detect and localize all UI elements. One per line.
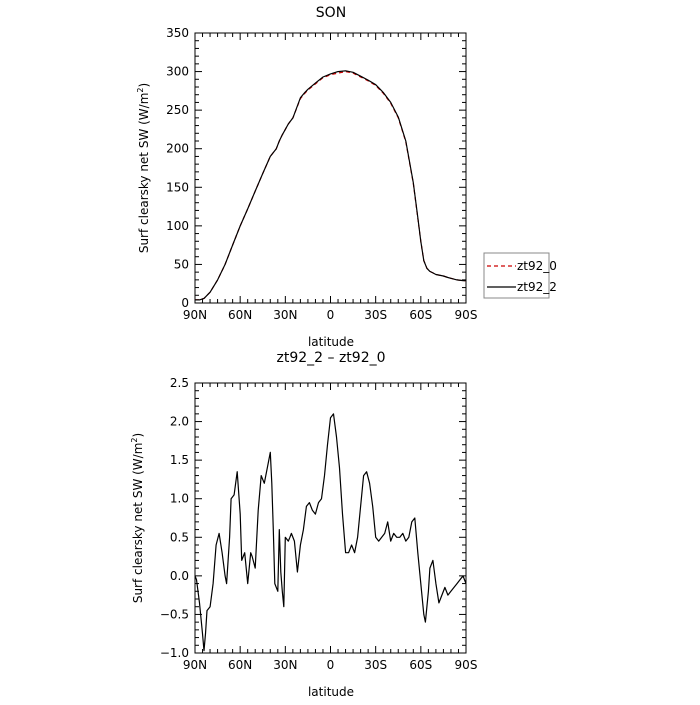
y-tick-label: 1.5 <box>170 453 189 467</box>
y-tick-label: 100 <box>166 219 189 233</box>
y-tick-label: 0 <box>181 296 189 310</box>
bottom-chart-plot-area: 90N 60N 30N 0 30S 60S 90S −1.0 −0.5 0.0 0.5 1.0 1.5 2… <box>160 376 478 672</box>
y-tick-label: 300 <box>166 65 189 79</box>
y-tick-label: 350 <box>166 26 189 40</box>
y-tick-label: 0.5 <box>170 530 189 544</box>
legend-box <box>483 252 550 299</box>
x-tick-label: 0 <box>327 308 335 322</box>
y-tick-label: 2.0 <box>170 415 189 429</box>
x-tick-label: 30S <box>364 658 387 672</box>
top-chart-ylabel: Surf clearsky net SW (W/m2) <box>136 83 151 253</box>
x-tick-label: 90N <box>183 308 207 322</box>
y-tick-label: 200 <box>166 142 189 156</box>
y-tick-label: 50 <box>174 257 189 271</box>
top-chart-ticks: 90N 60N 30N 0 30S 60S 90S 0 50 100 150 200 250 300 350 <box>166 26 477 322</box>
y-tick-label: −1.0 <box>160 646 189 660</box>
x-tick-label: 90N <box>183 658 207 672</box>
x-tick-label: 60N <box>228 308 252 322</box>
x-tick-label: 60S <box>409 658 432 672</box>
legend-label-zt92_2: zt92_2 <box>517 280 557 294</box>
x-tick-label: 30S <box>364 308 387 322</box>
bottom-chart-series <box>194 413 467 652</box>
y-tick-label: 1.0 <box>170 492 189 506</box>
top-chart-xlabel: latitude <box>308 335 354 349</box>
legend-label-zt92_0: zt92_0 <box>517 259 557 273</box>
series-line-zt92_2 <box>195 70 466 301</box>
y-tick-label: 150 <box>166 180 189 194</box>
y-tick-label: 0.0 <box>170 569 189 583</box>
bottom-chart-ylabel: Surf clearsky net SW (W/m2) <box>130 433 145 603</box>
y-tick-label: 250 <box>166 103 189 117</box>
x-tick-label: 30N <box>273 308 297 322</box>
bottom-chart: zt92_2 – zt92_0 90N 60N 30N 0 30S 60S 90S −1.0 −… <box>130 350 477 699</box>
top-chart-title: SON <box>316 5 346 21</box>
series-line-series-0 <box>194 413 467 652</box>
top-chart-series <box>195 70 466 301</box>
x-tick-label: 60N <box>228 658 252 672</box>
top-chart-plot-area: 90N 60N 30N 0 30S 60S 90S 0 50 100 150 200 250 300 350 <box>166 26 477 322</box>
x-tick-label: 0 <box>327 658 335 672</box>
bottom-chart-title: zt92_2 – zt92_0 <box>276 350 385 366</box>
y-tick-label: −0.5 <box>160 607 189 621</box>
x-tick-label: 90S <box>455 658 478 672</box>
bottom-chart-xlabel: latitude <box>308 685 354 699</box>
top-chart: SON 90N 60N 30N 0 30S 60S 90S 0 50 100 150 200 250 30… <box>136 5 557 349</box>
x-tick-label: 30N <box>273 658 297 672</box>
x-tick-label: 60S <box>409 308 432 322</box>
bottom-chart-frame <box>194 382 467 654</box>
bottom-chart-ticks: 90N 60N 30N 0 30S 60S 90S −1.0 −0.5 0.0 0.5 1.0 1.5 2… <box>160 376 478 672</box>
y-tick-label: 2.5 <box>170 376 189 390</box>
top-chart-legend: zt92_0 zt92_2 <box>483 252 557 299</box>
x-tick-label: 90S <box>455 308 478 322</box>
